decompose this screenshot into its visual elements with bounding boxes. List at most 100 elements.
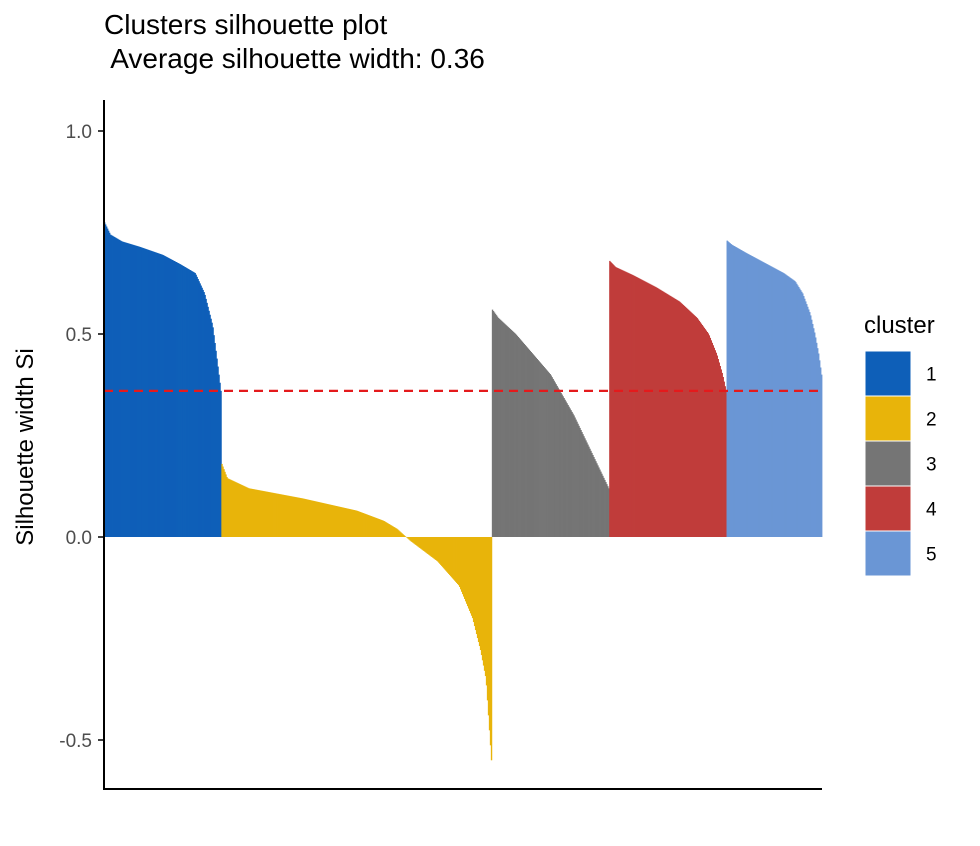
silhouette-bar bbox=[227, 478, 229, 537]
silhouette-bar bbox=[132, 244, 135, 537]
silhouette-bar bbox=[492, 311, 495, 537]
silhouette-bar bbox=[522, 342, 525, 537]
silhouette-bar bbox=[419, 537, 421, 549]
silhouette-bar bbox=[534, 356, 536, 537]
silhouette-bar bbox=[611, 263, 613, 537]
silhouette-bar bbox=[472, 537, 475, 623]
silhouette-bar bbox=[629, 273, 631, 537]
silhouette-bar bbox=[803, 296, 805, 537]
silhouette-bar bbox=[670, 296, 673, 537]
silhouette-bar bbox=[240, 484, 242, 537]
silhouette-bar bbox=[124, 242, 127, 537]
silhouette-bar bbox=[448, 537, 450, 574]
silhouette-bar bbox=[634, 275, 636, 537]
silhouette-bar bbox=[740, 249, 742, 537]
silhouette-bar bbox=[499, 319, 502, 537]
silhouette-bar bbox=[543, 367, 545, 537]
silhouette-bar bbox=[638, 278, 640, 537]
silhouette-bar bbox=[519, 339, 522, 537]
silhouette-bar bbox=[226, 477, 228, 537]
silhouette-bar bbox=[181, 265, 183, 537]
silhouette-bar bbox=[485, 537, 488, 686]
silhouette-bar bbox=[320, 502, 323, 537]
silhouette-bar bbox=[332, 505, 335, 537]
silhouette-bar bbox=[192, 271, 194, 537]
silhouette-bar bbox=[763, 262, 765, 537]
chart-title-block: Clusters silhouette plot Average silhoue… bbox=[104, 8, 485, 76]
silhouette-bar bbox=[507, 327, 510, 537]
silhouette-bar bbox=[700, 323, 703, 537]
silhouette-bar bbox=[520, 340, 523, 537]
silhouette-bar bbox=[596, 463, 598, 537]
silhouette-bar bbox=[621, 269, 623, 537]
silhouette-bar bbox=[462, 537, 464, 595]
silhouette-bar bbox=[335, 506, 338, 537]
silhouette-bar bbox=[618, 268, 620, 537]
silhouette-bar bbox=[482, 537, 485, 666]
silhouette-bar bbox=[119, 240, 122, 537]
silhouette-bar bbox=[203, 292, 205, 537]
silhouette-bar bbox=[562, 396, 564, 537]
silhouette-bar bbox=[755, 258, 757, 537]
silhouette-bar bbox=[619, 268, 621, 537]
silhouette-bar bbox=[680, 303, 683, 537]
silhouette-bar bbox=[639, 278, 641, 537]
silhouette-bar bbox=[360, 512, 362, 537]
silhouette-bar bbox=[694, 316, 697, 537]
silhouette-bar bbox=[107, 230, 110, 537]
silhouette-bar bbox=[725, 390, 727, 537]
silhouette-bar bbox=[308, 499, 311, 537]
silhouette-bar bbox=[685, 307, 688, 537]
silhouette-bar bbox=[166, 257, 169, 537]
silhouette-bar bbox=[252, 489, 254, 537]
silhouette-bar bbox=[678, 301, 681, 537]
silhouette-bar bbox=[573, 415, 575, 537]
silhouette-bar bbox=[701, 325, 704, 537]
silhouette-bar bbox=[643, 281, 646, 537]
silhouette-bar bbox=[591, 452, 593, 537]
silhouette-bar bbox=[176, 262, 178, 537]
silhouette-bar bbox=[209, 314, 211, 537]
silhouette-bar bbox=[154, 252, 157, 538]
silhouette-bar bbox=[202, 289, 204, 537]
silhouette-bar bbox=[291, 496, 294, 537]
silhouette-bar bbox=[493, 312, 496, 537]
silhouette-bar bbox=[528, 349, 531, 537]
silhouette-bar bbox=[557, 387, 559, 537]
silhouette-bar bbox=[169, 258, 172, 537]
silhouette-bar bbox=[516, 335, 519, 537]
silhouette-bar bbox=[338, 506, 341, 537]
silhouette-bar bbox=[487, 537, 490, 716]
silhouette-bar bbox=[663, 292, 666, 537]
silhouette-bar bbox=[706, 331, 709, 537]
silhouette-bar bbox=[375, 517, 377, 537]
silhouette-bar bbox=[230, 479, 232, 537]
silhouette-bar bbox=[576, 421, 578, 537]
silhouette-bar bbox=[695, 317, 698, 537]
silhouette-bar bbox=[540, 363, 542, 537]
silhouette-bar bbox=[373, 517, 375, 537]
silhouette-bar bbox=[205, 298, 207, 537]
silhouette-bar bbox=[707, 333, 710, 537]
silhouette-bar bbox=[294, 497, 297, 537]
silhouette-bar bbox=[207, 306, 209, 537]
silhouette-bar bbox=[372, 516, 374, 537]
silhouette-bar bbox=[315, 501, 318, 537]
silhouette-bar bbox=[248, 488, 250, 537]
silhouette-bar bbox=[235, 482, 237, 537]
silhouette-bar bbox=[418, 537, 420, 548]
silhouette-bar bbox=[388, 524, 390, 537]
silhouette-bar bbox=[501, 321, 504, 537]
silhouette-bar bbox=[195, 274, 197, 537]
silhouette-bar bbox=[351, 509, 354, 537]
silhouette-bar bbox=[105, 226, 108, 537]
silhouette-bar bbox=[714, 350, 716, 537]
silhouette-bar bbox=[486, 537, 489, 701]
silhouette-bar bbox=[689, 311, 692, 537]
silhouette-bar bbox=[536, 358, 538, 537]
silhouette-bar bbox=[367, 514, 369, 537]
silhouette-bar bbox=[716, 355, 718, 537]
silhouette-bar bbox=[292, 496, 295, 537]
silhouette-bar bbox=[420, 537, 422, 549]
silhouette-bar bbox=[393, 526, 395, 537]
